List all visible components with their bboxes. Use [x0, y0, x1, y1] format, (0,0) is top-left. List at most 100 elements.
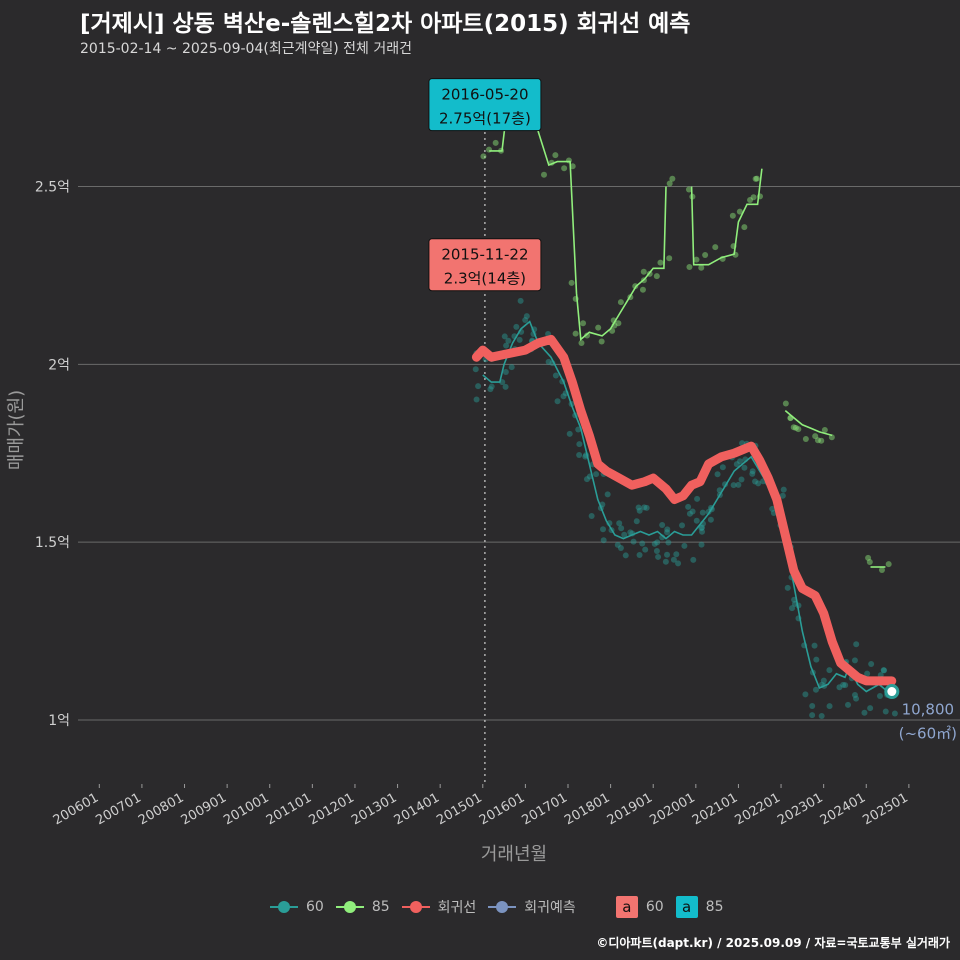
- scatter-point-85: [584, 332, 591, 339]
- x-tick-label: 201601: [477, 790, 527, 828]
- scatter-point-60: [662, 558, 669, 565]
- scatter-point-85: [639, 286, 646, 293]
- scatter-point-60: [560, 393, 567, 400]
- scatter-point-85: [657, 259, 664, 266]
- scatter-point-85: [790, 424, 797, 431]
- scatter-point-85: [741, 224, 748, 231]
- scatter-point-60: [600, 526, 607, 533]
- scatter-point-60: [826, 667, 833, 674]
- scatter-points: [472, 94, 898, 719]
- scatter-point-60: [868, 660, 875, 667]
- scatter-point-85: [753, 175, 760, 182]
- scatter-point-85: [878, 567, 885, 574]
- scatter-point-60: [583, 476, 590, 483]
- legend-item-60[interactable]: 60: [270, 899, 324, 915]
- scatter-point-60: [809, 703, 816, 710]
- scatter-point-85: [552, 152, 559, 159]
- x-tick-label: 201101: [264, 790, 314, 828]
- scatter-point-60: [575, 426, 582, 433]
- scatter-point-60: [867, 705, 874, 712]
- scatter-point-60: [735, 481, 742, 488]
- scatter-point-60: [679, 522, 686, 529]
- scatter-point-60: [681, 542, 688, 549]
- x-tick-label: 202501: [860, 790, 910, 828]
- scatter-point-60: [664, 529, 671, 536]
- scatter-point-60: [686, 510, 693, 517]
- scatter-point-60: [576, 441, 583, 448]
- x-tick-label: 201701: [520, 790, 570, 828]
- scatter-point-60: [664, 526, 671, 533]
- scatter-point-60: [689, 508, 696, 515]
- scatter-point-60: [864, 670, 871, 677]
- scatter-point-60: [851, 691, 858, 698]
- scatter-point-60: [780, 486, 787, 493]
- x-axis-label: 거래년월: [481, 844, 547, 865]
- scatter-point-60: [505, 337, 512, 344]
- legend-label-85: 85: [371, 899, 390, 915]
- scatter-point-60: [554, 398, 561, 405]
- scatter-point-60: [836, 684, 843, 691]
- scatter-point-85: [885, 561, 892, 568]
- x-tick-label: 200901: [179, 790, 229, 828]
- scatter-point-85: [480, 153, 487, 160]
- scatter-point-85: [595, 324, 602, 331]
- scatter-point-85: [736, 208, 743, 215]
- scatter-point-60: [809, 712, 816, 719]
- x-tick-label: 201001: [221, 790, 271, 828]
- y-tick-label: 2.5억: [35, 179, 70, 195]
- scatter-point-60: [730, 482, 737, 489]
- legend-box-85[interactable]: a 85: [675, 896, 723, 918]
- legend-item-85[interactable]: 85: [335, 899, 390, 915]
- scatter-point-60: [779, 492, 786, 499]
- legend-item-forecast[interactable]: 회귀예측: [488, 897, 576, 917]
- scatter-point-60: [655, 553, 662, 560]
- scatter-point-60: [851, 657, 858, 664]
- scatter-point-60: [749, 468, 756, 475]
- scatter-point-60: [882, 708, 889, 715]
- scatter-point-60: [639, 540, 646, 547]
- legend-item-regression[interactable]: 회귀선: [401, 897, 476, 917]
- scatter-point-60: [699, 509, 706, 516]
- scatter-point-60: [842, 682, 849, 689]
- scatter-point-60: [643, 504, 650, 511]
- x-tick-label: 202301: [775, 790, 825, 828]
- annotation-date: 2015-11-22: [441, 246, 528, 264]
- scatter-point-60: [545, 358, 552, 365]
- scatter-point-60: [694, 495, 701, 502]
- scatter-point-85: [653, 273, 660, 280]
- scatter-point-85: [615, 320, 622, 327]
- x-tick-label: 201901: [605, 790, 655, 828]
- y-tick-label: 2억: [48, 357, 70, 373]
- legend-box-60[interactable]: a 60: [615, 896, 664, 918]
- scatter-point-85: [617, 299, 624, 306]
- series-line-85: [784, 409, 833, 437]
- scatter-point-85: [747, 197, 754, 204]
- scatter-point-60: [752, 478, 759, 485]
- scatter-point-60: [811, 642, 818, 649]
- scatter-point-60: [630, 538, 637, 545]
- scatter-point-60: [473, 396, 480, 403]
- x-tick-label: 201401: [392, 790, 442, 828]
- scatter-point-60: [488, 383, 495, 390]
- scatter-point-60: [737, 458, 744, 465]
- x-tick-label: 202201: [733, 790, 783, 828]
- scatter-point-60: [675, 560, 682, 567]
- scatter-point-85: [752, 175, 759, 182]
- x-tick-label: 201801: [562, 790, 612, 828]
- scatter-point-85: [492, 139, 499, 146]
- scatter-point-60: [522, 317, 529, 324]
- scatter-point-85: [750, 194, 757, 201]
- scatter-point-60: [617, 544, 624, 551]
- scatter-point-60: [513, 323, 520, 330]
- scatter-point-60: [664, 551, 671, 558]
- scatter-point-60: [699, 528, 706, 535]
- scatter-point-60: [636, 552, 643, 559]
- scatter-point-60: [685, 503, 692, 510]
- scatter-point-60: [707, 516, 714, 523]
- scatter-point-60: [604, 491, 611, 498]
- scatter-point-85: [693, 256, 700, 263]
- scatter-point-60: [784, 584, 791, 591]
- endpoint-value-label: 10,800: [902, 701, 955, 719]
- scatter-point-60: [693, 517, 700, 524]
